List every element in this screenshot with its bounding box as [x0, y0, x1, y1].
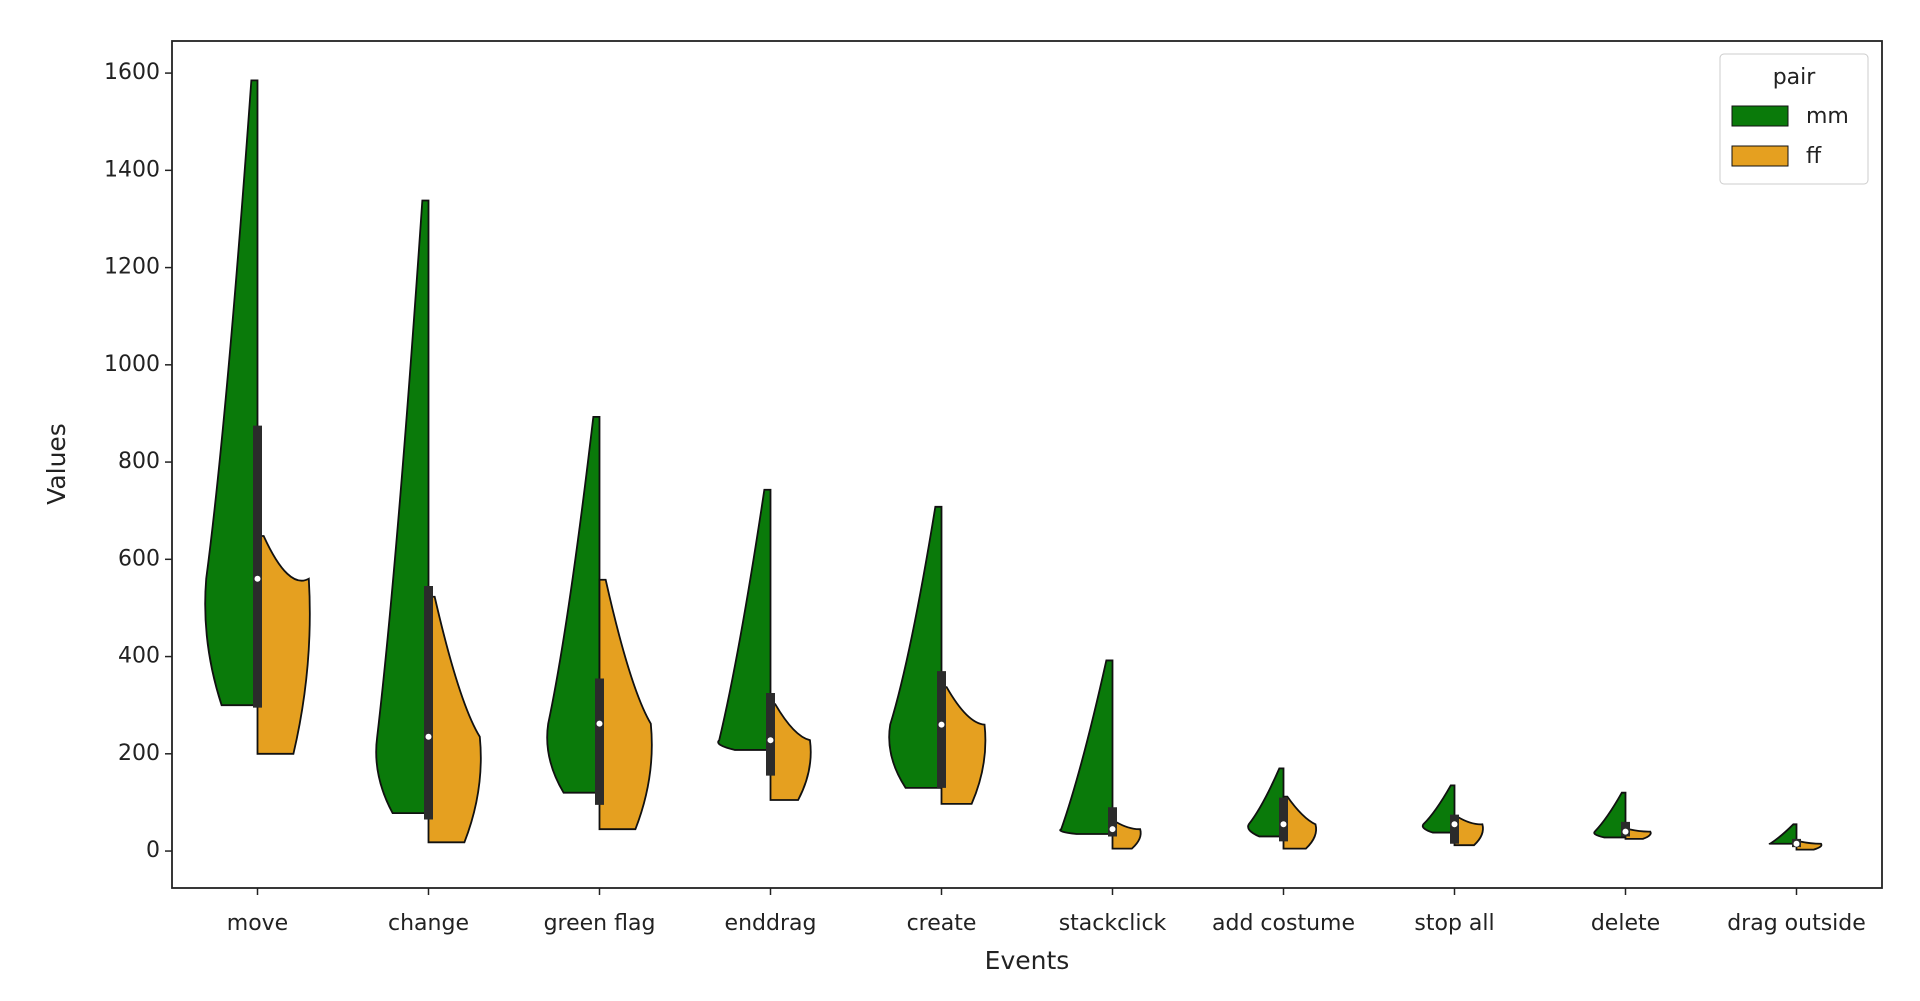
y-tick-label: 800	[118, 449, 160, 474]
y-tick-label: 1200	[104, 255, 160, 280]
median-dot	[425, 733, 432, 740]
y-tick-label: 400	[118, 644, 160, 669]
x-tick-label: create	[907, 911, 977, 936]
y-tick-label: 600	[118, 546, 160, 571]
y-tick-label: 1000	[104, 352, 160, 377]
half-violin	[1421, 784, 1456, 834]
x-tick-label: drag outside	[1727, 911, 1866, 936]
x-tick-label: stop all	[1414, 911, 1494, 936]
y-axis-label: Values	[42, 423, 71, 505]
half-violin	[1593, 791, 1627, 839]
half-violin	[888, 505, 943, 789]
median-dot	[1280, 821, 1287, 828]
median-dot	[596, 720, 603, 727]
half-violin	[940, 686, 987, 805]
x-tick-label: move	[227, 911, 288, 936]
median-dot	[1451, 821, 1458, 828]
half-violin	[1247, 767, 1285, 838]
half-violin	[1111, 820, 1142, 850]
half-violin	[375, 199, 430, 815]
half-violin	[1768, 823, 1798, 845]
legend-swatch	[1731, 105, 1789, 127]
half-violin	[1282, 795, 1317, 850]
half-violin	[1453, 816, 1484, 847]
half-violin	[598, 578, 653, 831]
plot-frame	[171, 40, 1883, 889]
median-dot	[254, 575, 261, 582]
y-tick-label: 200	[118, 741, 160, 766]
half-violin	[1059, 659, 1114, 835]
x-tick-label: stackclick	[1059, 911, 1167, 936]
x-tick-label: enddrag	[725, 911, 817, 936]
x-tick-label: delete	[1591, 911, 1660, 936]
legend-label: mm	[1806, 104, 1849, 129]
half-violin	[1795, 840, 1823, 851]
x-tick-label: add costume	[1212, 911, 1355, 936]
median-dot	[1622, 828, 1629, 835]
half-violin	[1624, 828, 1652, 840]
half-violin	[717, 488, 772, 751]
y-tick-label: 0	[146, 838, 160, 863]
y-tick-label: 1600	[104, 60, 160, 85]
legend: pair mm ff	[1719, 53, 1869, 185]
x-tick-label: change	[388, 911, 469, 936]
legend-title: pair	[1773, 65, 1817, 90]
half-violin	[204, 79, 259, 707]
legend-swatch	[1731, 145, 1789, 167]
half-violin	[256, 535, 311, 755]
median-dot	[938, 721, 945, 728]
half-violin	[546, 415, 601, 794]
half-violin	[769, 703, 812, 801]
median-dot	[767, 737, 774, 744]
half-violin	[427, 595, 482, 844]
y-tick-label: 1400	[104, 157, 160, 182]
legend-label: ff	[1806, 144, 1822, 169]
x-axis-label: Events	[985, 946, 1070, 975]
median-dot	[1793, 840, 1800, 847]
x-tick-label: green flag	[544, 911, 656, 936]
median-dot	[1109, 826, 1116, 833]
